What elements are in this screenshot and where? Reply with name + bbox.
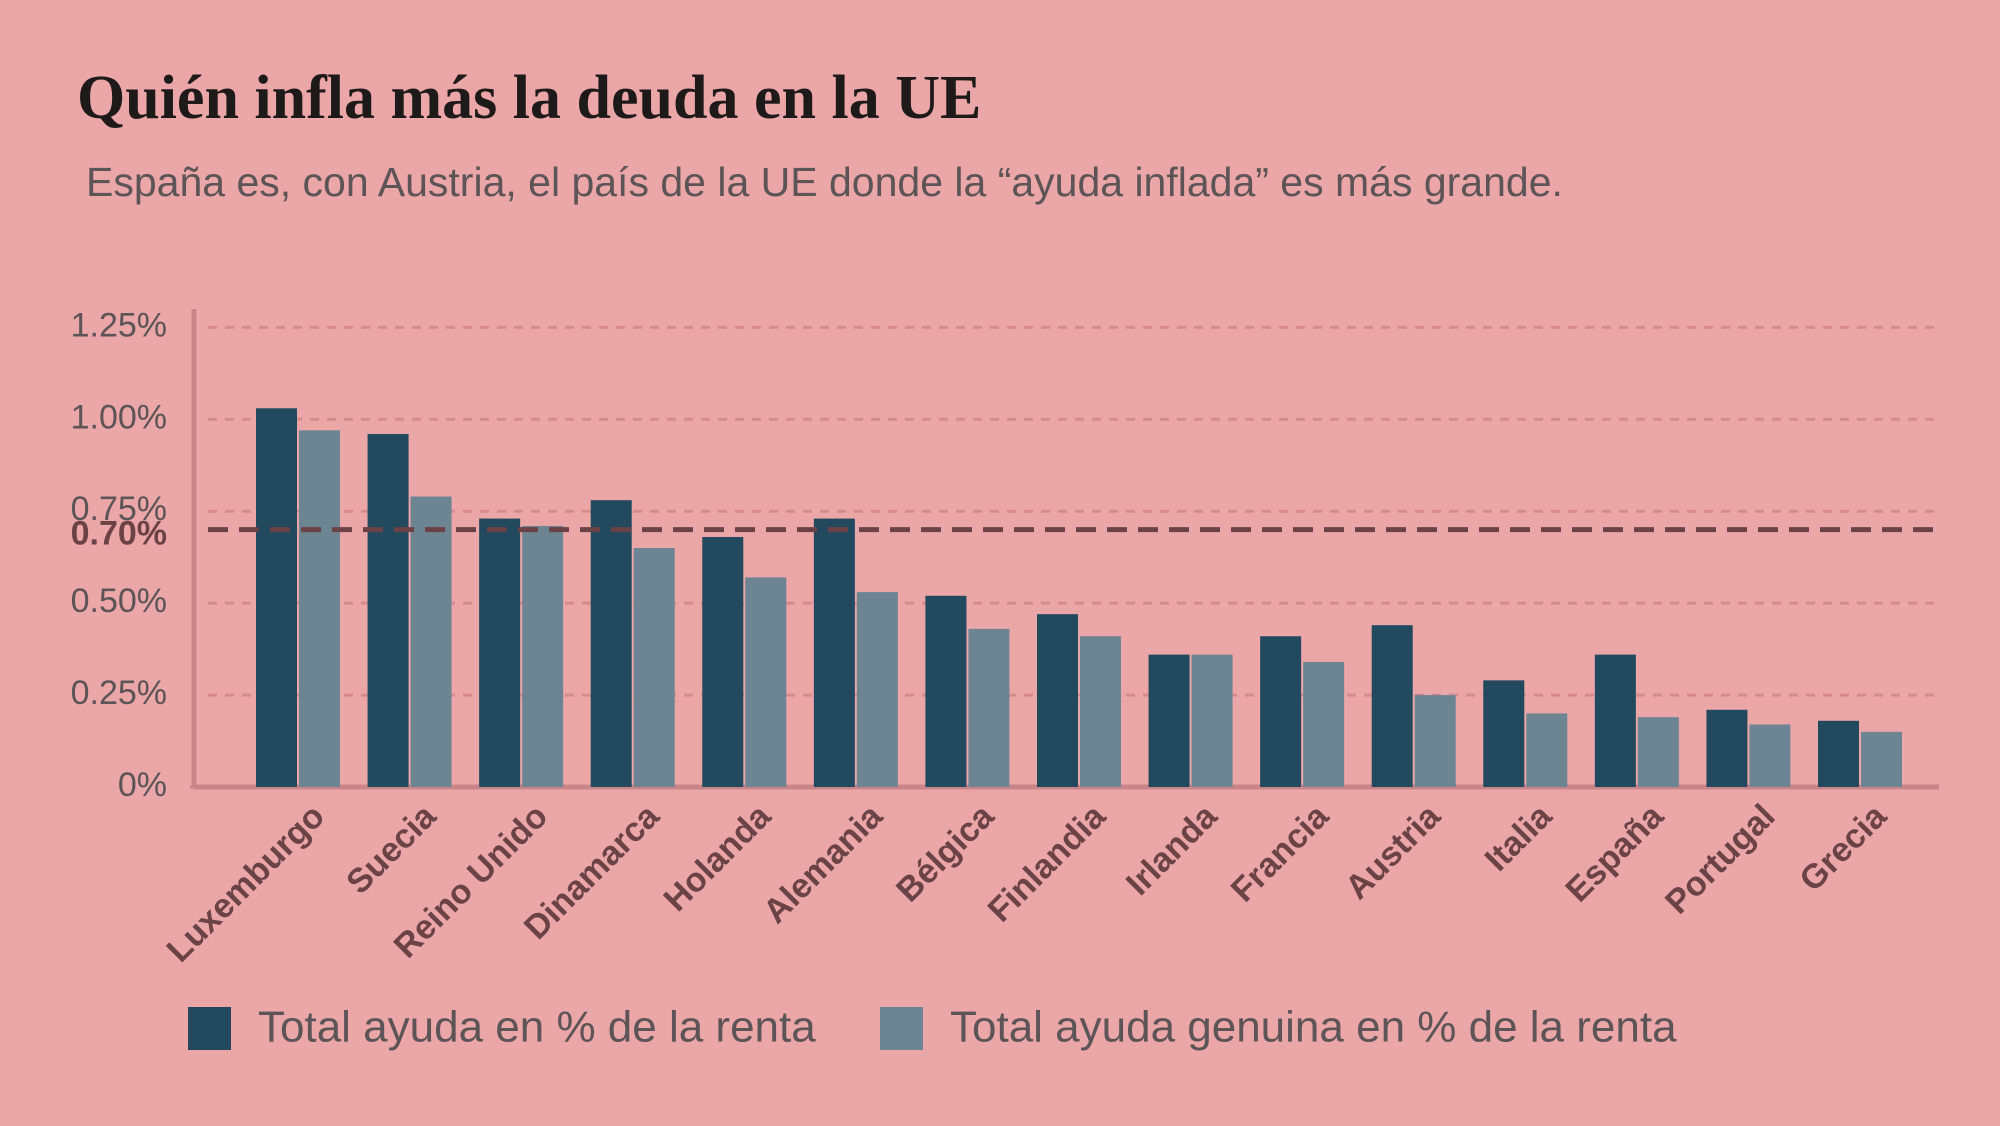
y-tick-label: 1.25%: [71, 306, 167, 344]
bar: [1526, 713, 1568, 787]
bar: [1080, 636, 1121, 787]
bar: [813, 518, 855, 787]
bar: [522, 525, 564, 787]
y-tick-label: 0.75%: [71, 490, 167, 528]
bar: [1749, 724, 1791, 787]
bar: [633, 548, 675, 787]
bar: [1303, 661, 1345, 787]
bar: [410, 496, 452, 787]
bar: [1594, 654, 1636, 787]
y-tick-label: 0%: [118, 766, 167, 804]
bar: [968, 628, 1010, 787]
bar: [1414, 695, 1456, 787]
bar: [1706, 709, 1748, 787]
bar: [1371, 625, 1413, 787]
reference-label: 0.70%: [71, 515, 167, 553]
bar: [1483, 680, 1525, 787]
bar: [256, 408, 297, 787]
legend-label: Total ayuda en % de la renta: [258, 1003, 816, 1052]
legend-swatch: [880, 1007, 923, 1050]
legend-swatch: [188, 1007, 231, 1050]
chart-title: Quién infla más la deuda en la UE: [77, 64, 981, 132]
bar: [856, 592, 898, 787]
bar: [1861, 731, 1902, 787]
bar: [1037, 614, 1078, 787]
bar: [1818, 720, 1859, 787]
bar: [702, 536, 744, 787]
bar: [299, 430, 340, 787]
bar: [367, 434, 409, 787]
bar: [1191, 654, 1233, 787]
bar: [745, 577, 787, 787]
bar: [925, 595, 967, 787]
y-tick-label: 0.25%: [71, 674, 167, 712]
bar: [1637, 717, 1679, 787]
bar: [479, 518, 521, 787]
bar: [1260, 636, 1302, 787]
chart-subtitle: España es, con Austria, el país de la UE…: [86, 159, 1563, 205]
legend-label: Total ayuda genuina en % de la renta: [950, 1003, 1677, 1052]
bar: [590, 500, 632, 787]
bar: [1148, 654, 1190, 787]
y-tick-label: 0.50%: [71, 582, 167, 620]
y-tick-label: 1.00%: [71, 398, 167, 436]
